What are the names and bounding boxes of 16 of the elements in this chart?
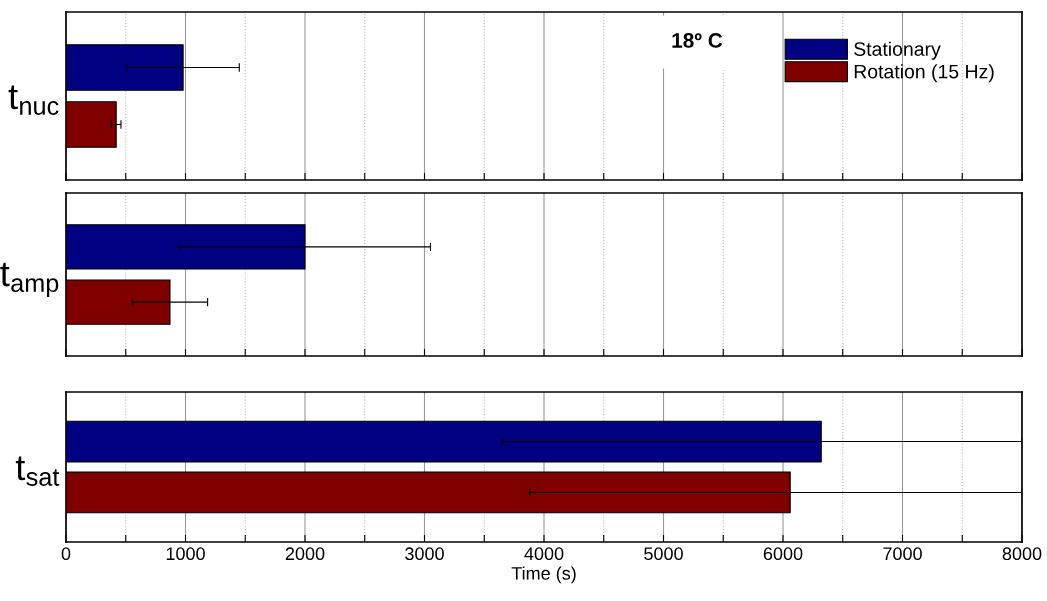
x-tick-label: 5000 [644,547,683,561]
x-tick-label: 6000 [763,547,803,561]
x-tick-label: 3000 [405,547,444,561]
x-tick-label: 0 [61,547,71,561]
x-tick-label: 2000 [285,547,325,561]
legend-label: Rotation (15 Hz) [854,64,994,83]
x-tick-label: 1000 [166,547,205,561]
y-tick-label: t$_{sat}$ [15,456,60,486]
y-tick-label: t$_{amp}$ [0,262,59,298]
x-tick-label: 7000 [883,547,922,561]
legend-label: Stationary [854,41,941,60]
x-tick-label: 4000 [524,547,564,561]
y-tick-label: t$_{nuc}$ [8,85,59,115]
x-tick-label: 8000 [1002,547,1042,561]
x-axis-title: Time (s) [511,566,576,584]
annotation: 18º C [672,33,723,48]
